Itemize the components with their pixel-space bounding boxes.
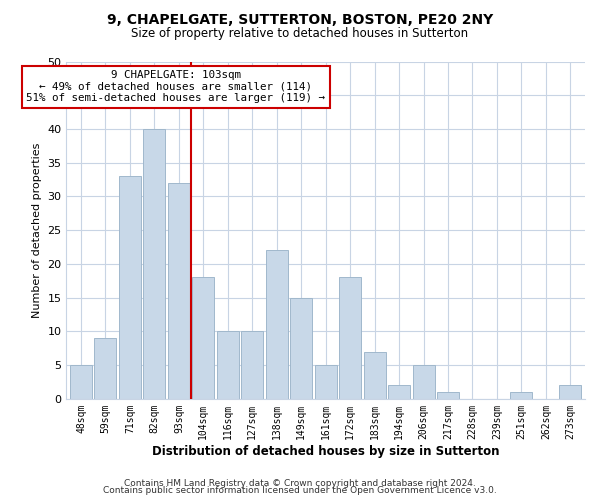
Bar — [168, 183, 190, 399]
Text: Size of property relative to detached houses in Sutterton: Size of property relative to detached ho… — [131, 28, 469, 40]
Bar — [217, 332, 239, 399]
Bar — [364, 352, 386, 399]
Bar — [94, 338, 116, 399]
Bar — [70, 365, 92, 399]
Y-axis label: Number of detached properties: Number of detached properties — [32, 142, 42, 318]
Text: Contains public sector information licensed under the Open Government Licence v3: Contains public sector information licen… — [103, 486, 497, 495]
Text: 9 CHAPELGATE: 103sqm
← 49% of detached houses are smaller (114)
51% of semi-deta: 9 CHAPELGATE: 103sqm ← 49% of detached h… — [26, 70, 325, 103]
Text: Contains HM Land Registry data © Crown copyright and database right 2024.: Contains HM Land Registry data © Crown c… — [124, 478, 476, 488]
Bar — [437, 392, 459, 399]
X-axis label: Distribution of detached houses by size in Sutterton: Distribution of detached houses by size … — [152, 444, 499, 458]
Bar — [314, 365, 337, 399]
Text: 9, CHAPELGATE, SUTTERTON, BOSTON, PE20 2NY: 9, CHAPELGATE, SUTTERTON, BOSTON, PE20 2… — [107, 12, 493, 26]
Bar — [290, 298, 312, 399]
Bar — [511, 392, 532, 399]
Bar — [388, 386, 410, 399]
Bar — [559, 386, 581, 399]
Bar — [119, 176, 141, 399]
Bar — [193, 278, 214, 399]
Bar — [266, 250, 288, 399]
Bar — [339, 278, 361, 399]
Bar — [413, 365, 434, 399]
Bar — [241, 332, 263, 399]
Bar — [143, 129, 166, 399]
